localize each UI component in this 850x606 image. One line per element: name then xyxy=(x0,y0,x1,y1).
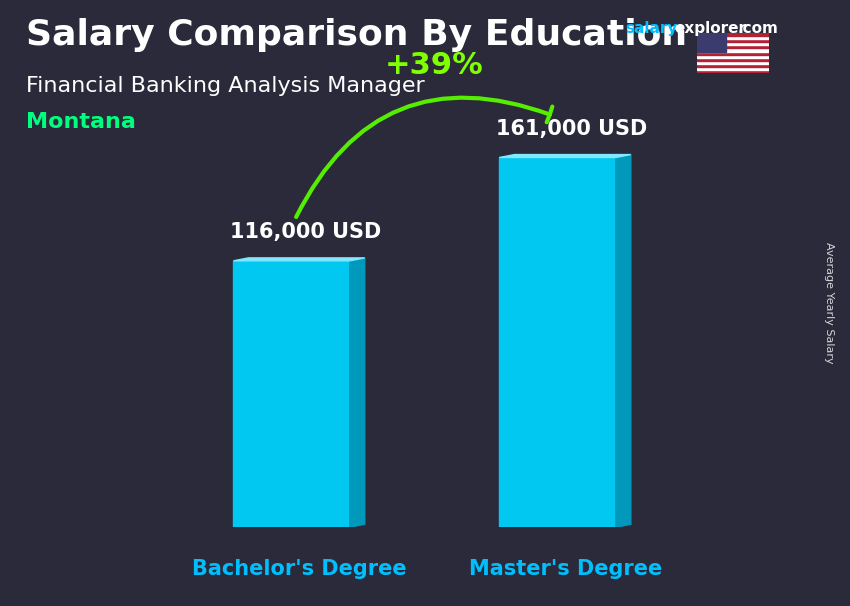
Bar xyxy=(697,39,769,42)
Text: Bachelor's Degree: Bachelor's Degree xyxy=(192,559,406,579)
Text: salary: salary xyxy=(625,21,677,36)
Bar xyxy=(697,45,769,48)
Polygon shape xyxy=(234,258,365,261)
Bar xyxy=(697,48,769,52)
Bar xyxy=(697,61,769,64)
Bar xyxy=(697,67,769,70)
Bar xyxy=(697,70,769,73)
Text: 161,000 USD: 161,000 USD xyxy=(496,119,648,139)
Bar xyxy=(697,33,769,36)
Text: Master's Degree: Master's Degree xyxy=(468,559,662,579)
Bar xyxy=(697,64,769,67)
Text: Average Yearly Salary: Average Yearly Salary xyxy=(824,242,834,364)
Bar xyxy=(697,33,726,52)
Polygon shape xyxy=(500,155,631,158)
Bar xyxy=(234,261,350,527)
Polygon shape xyxy=(616,155,631,527)
Polygon shape xyxy=(350,258,365,527)
Text: 116,000 USD: 116,000 USD xyxy=(230,222,382,242)
Text: .com: .com xyxy=(738,21,779,36)
Text: explorer: explorer xyxy=(674,21,746,36)
Bar xyxy=(697,58,769,61)
Bar xyxy=(697,42,769,45)
Bar xyxy=(697,55,769,58)
Text: Financial Banking Analysis Manager: Financial Banking Analysis Manager xyxy=(26,76,424,96)
Text: Montana: Montana xyxy=(26,112,135,132)
Bar xyxy=(697,52,769,55)
Bar xyxy=(500,158,616,527)
Text: +39%: +39% xyxy=(385,51,484,80)
Bar xyxy=(697,36,769,39)
Text: Salary Comparison By Education: Salary Comparison By Education xyxy=(26,18,687,52)
